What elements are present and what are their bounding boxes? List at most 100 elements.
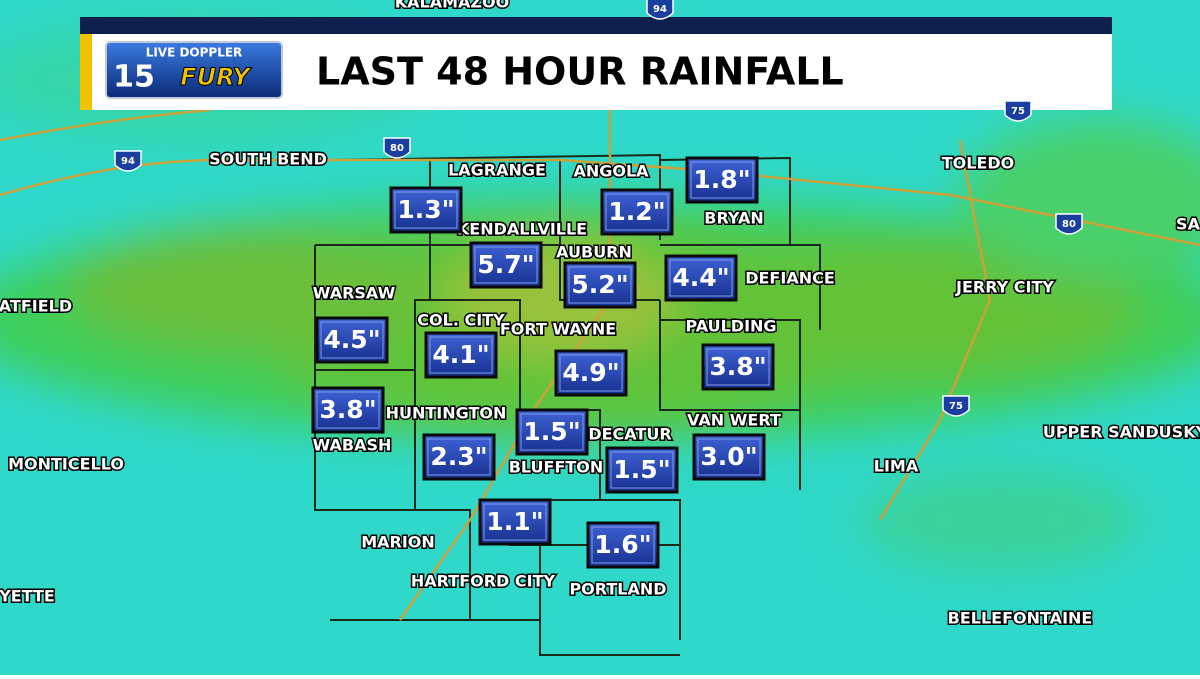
rainfall-box bbox=[311, 386, 385, 434]
rainfall-box bbox=[515, 408, 589, 456]
highway-shield bbox=[942, 395, 970, 417]
rainfall-box-inner bbox=[320, 321, 384, 359]
city-label: HARTFORD CITY bbox=[411, 572, 556, 591]
rainfall-box bbox=[315, 316, 389, 364]
rainfall-box-inner bbox=[591, 526, 655, 564]
rainfall-box bbox=[685, 156, 759, 204]
highway-shield bbox=[1004, 100, 1032, 122]
rainfall-value: 1.6" bbox=[594, 530, 651, 559]
city-label: HUNTINGTON bbox=[386, 404, 507, 423]
logo-frame bbox=[105, 41, 283, 99]
rainfall-box-inner bbox=[669, 259, 733, 297]
city-label: PORTLAND bbox=[569, 580, 666, 599]
rainfall-box-inner bbox=[316, 391, 380, 429]
highway-shield bbox=[1055, 213, 1083, 235]
highway-number: 80 bbox=[1062, 219, 1076, 230]
rainfall-value: 1.1" bbox=[486, 507, 543, 536]
rainfall-box-inner bbox=[474, 246, 538, 284]
city-label: VAN WERT bbox=[687, 411, 781, 430]
highway-shield bbox=[114, 150, 142, 172]
highway-number: 75 bbox=[1011, 106, 1025, 117]
highway-number: 94 bbox=[121, 156, 135, 167]
rainfall-value: 4.9" bbox=[562, 358, 619, 387]
rainfall-value: 2.3" bbox=[430, 442, 487, 471]
rainfall-box-inner bbox=[429, 336, 493, 374]
rainfall-value: 3.8" bbox=[709, 352, 766, 381]
labels: KALAMAZOO SOUTH BEND LAGRANGE ANGOLA TOLEDO B… bbox=[0, 0, 1200, 629]
rainfall-box-inner bbox=[568, 266, 632, 304]
city-label: LIMA bbox=[874, 457, 919, 476]
rainfall-value: 3.0" bbox=[700, 442, 757, 471]
rainfall-box bbox=[600, 188, 674, 236]
city-label: LAGRANGE bbox=[448, 161, 546, 180]
city-label: WABASH bbox=[313, 436, 392, 455]
rainfall-box bbox=[586, 521, 660, 569]
rainfall-value: 1.5" bbox=[523, 417, 580, 446]
rainfall-box-inner bbox=[483, 503, 547, 541]
rainfall-value: 4.4" bbox=[672, 263, 729, 292]
rainfall-box-inner bbox=[605, 193, 669, 231]
rainfall-box-inner bbox=[690, 161, 754, 199]
city-label: BRYAN bbox=[704, 209, 763, 228]
city-label: MARION bbox=[361, 533, 435, 552]
highway-number: 75 bbox=[949, 401, 963, 412]
rainfall-box bbox=[478, 498, 552, 546]
rainfall-box bbox=[554, 349, 628, 397]
rainfall-box-inner bbox=[427, 438, 491, 476]
logo-top: LIVE DOPPLER bbox=[146, 46, 243, 60]
rainfall-box bbox=[701, 343, 775, 391]
city-label: JERRY CITY bbox=[955, 278, 1054, 297]
rainfall-value: 4.5" bbox=[323, 325, 380, 354]
rainfall-box bbox=[605, 446, 679, 494]
rainfall-box bbox=[563, 261, 637, 309]
highway-shield bbox=[383, 137, 411, 159]
rainfall-box-inner bbox=[706, 348, 770, 386]
city-label: SOUTH BEND bbox=[209, 150, 327, 169]
rainfall-box bbox=[389, 186, 463, 234]
city-label: PAULDING bbox=[685, 317, 776, 336]
logo-number: 15 bbox=[113, 60, 155, 95]
rainfall-box-inner bbox=[394, 191, 458, 229]
rainfall-value: 1.3" bbox=[397, 195, 454, 224]
city-label: ANGOLA bbox=[573, 162, 649, 181]
city-label: MONTICELLO bbox=[8, 455, 124, 474]
city-label: AUBURN bbox=[556, 243, 632, 262]
rainfall-value: 1.5" bbox=[613, 455, 670, 484]
city-label: COL. CITY bbox=[417, 311, 505, 330]
rainfall-value: 3.8" bbox=[319, 395, 376, 424]
rainfall-box bbox=[692, 433, 766, 481]
city-label: SA bbox=[1176, 215, 1200, 234]
rainfall-box-inner bbox=[520, 413, 584, 451]
title-accent bbox=[80, 34, 92, 110]
rainfall-box-inner bbox=[610, 451, 674, 489]
city-label: KALAMAZOO bbox=[395, 0, 509, 12]
rainfall-value: 1.2" bbox=[608, 197, 665, 226]
rainfall-box-inner bbox=[697, 438, 761, 476]
city-label: TOLEDO bbox=[942, 154, 1015, 173]
rainfall-box bbox=[422, 433, 496, 481]
city-label: BLUFFTON bbox=[509, 458, 604, 477]
highway-number: 94 bbox=[653, 4, 667, 15]
highway-shield bbox=[646, 0, 674, 20]
title-bar-top bbox=[80, 17, 1112, 34]
rainfall-value: 5.2" bbox=[571, 270, 628, 299]
rainfall-value: 1.8" bbox=[693, 165, 750, 194]
rainfall-box bbox=[664, 254, 738, 302]
city-label: KENDALLVILLE bbox=[457, 220, 587, 239]
city-label: DECATUR bbox=[588, 425, 671, 444]
rainfall-value: 4.1" bbox=[432, 340, 489, 369]
city-label: YETTE bbox=[0, 587, 55, 606]
city-label: WARSAW bbox=[313, 284, 396, 303]
city-label: DEFIANCE bbox=[745, 269, 835, 288]
rainfall-box bbox=[424, 331, 498, 379]
rainfall-box bbox=[469, 241, 543, 289]
logo-word: FURY bbox=[180, 63, 252, 91]
rainfall-box-inner bbox=[559, 354, 623, 392]
city-label: UPPER SANDUSKY bbox=[1043, 423, 1200, 442]
city-label: EATFIELD bbox=[0, 297, 72, 316]
title: LAST 48 HOUR RAINFALL bbox=[316, 50, 844, 94]
city-label: BELLEFONTAINE bbox=[948, 609, 1093, 628]
rainfall-value: 5.7" bbox=[477, 250, 534, 279]
logo: LIVE DOPPLER 15 FURY bbox=[105, 41, 283, 99]
